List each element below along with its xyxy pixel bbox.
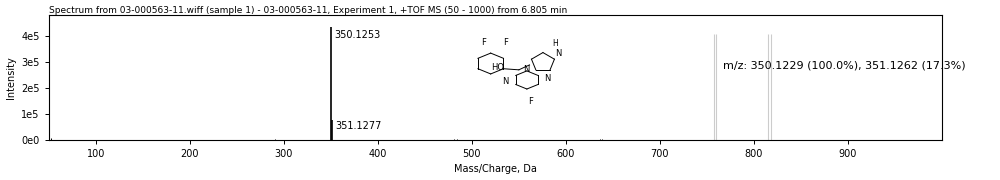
X-axis label: Mass/Charge, Da: Mass/Charge, Da xyxy=(454,165,537,174)
Text: 351.1277: 351.1277 xyxy=(335,121,382,131)
Text: 350.1253: 350.1253 xyxy=(335,30,381,40)
Text: N: N xyxy=(555,50,561,59)
Text: N: N xyxy=(544,75,550,84)
Text: Spectrum from 03-000563-11.wiff (sample 1) - 03-000563-11, Experiment 1, +TOF MS: Spectrum from 03-000563-11.wiff (sample … xyxy=(49,6,567,15)
Text: N: N xyxy=(523,64,529,73)
Text: m/z: 350.1229 (100.0%), 351.1262 (17.3%): m/z: 350.1229 (100.0%), 351.1262 (17.3%) xyxy=(723,60,966,70)
Text: F: F xyxy=(528,97,533,106)
Text: HO: HO xyxy=(491,63,504,72)
Text: F: F xyxy=(503,38,508,47)
Text: F: F xyxy=(482,38,486,47)
Text: H: H xyxy=(552,39,558,48)
Text: N: N xyxy=(502,77,509,86)
Y-axis label: Intensity: Intensity xyxy=(6,56,16,99)
